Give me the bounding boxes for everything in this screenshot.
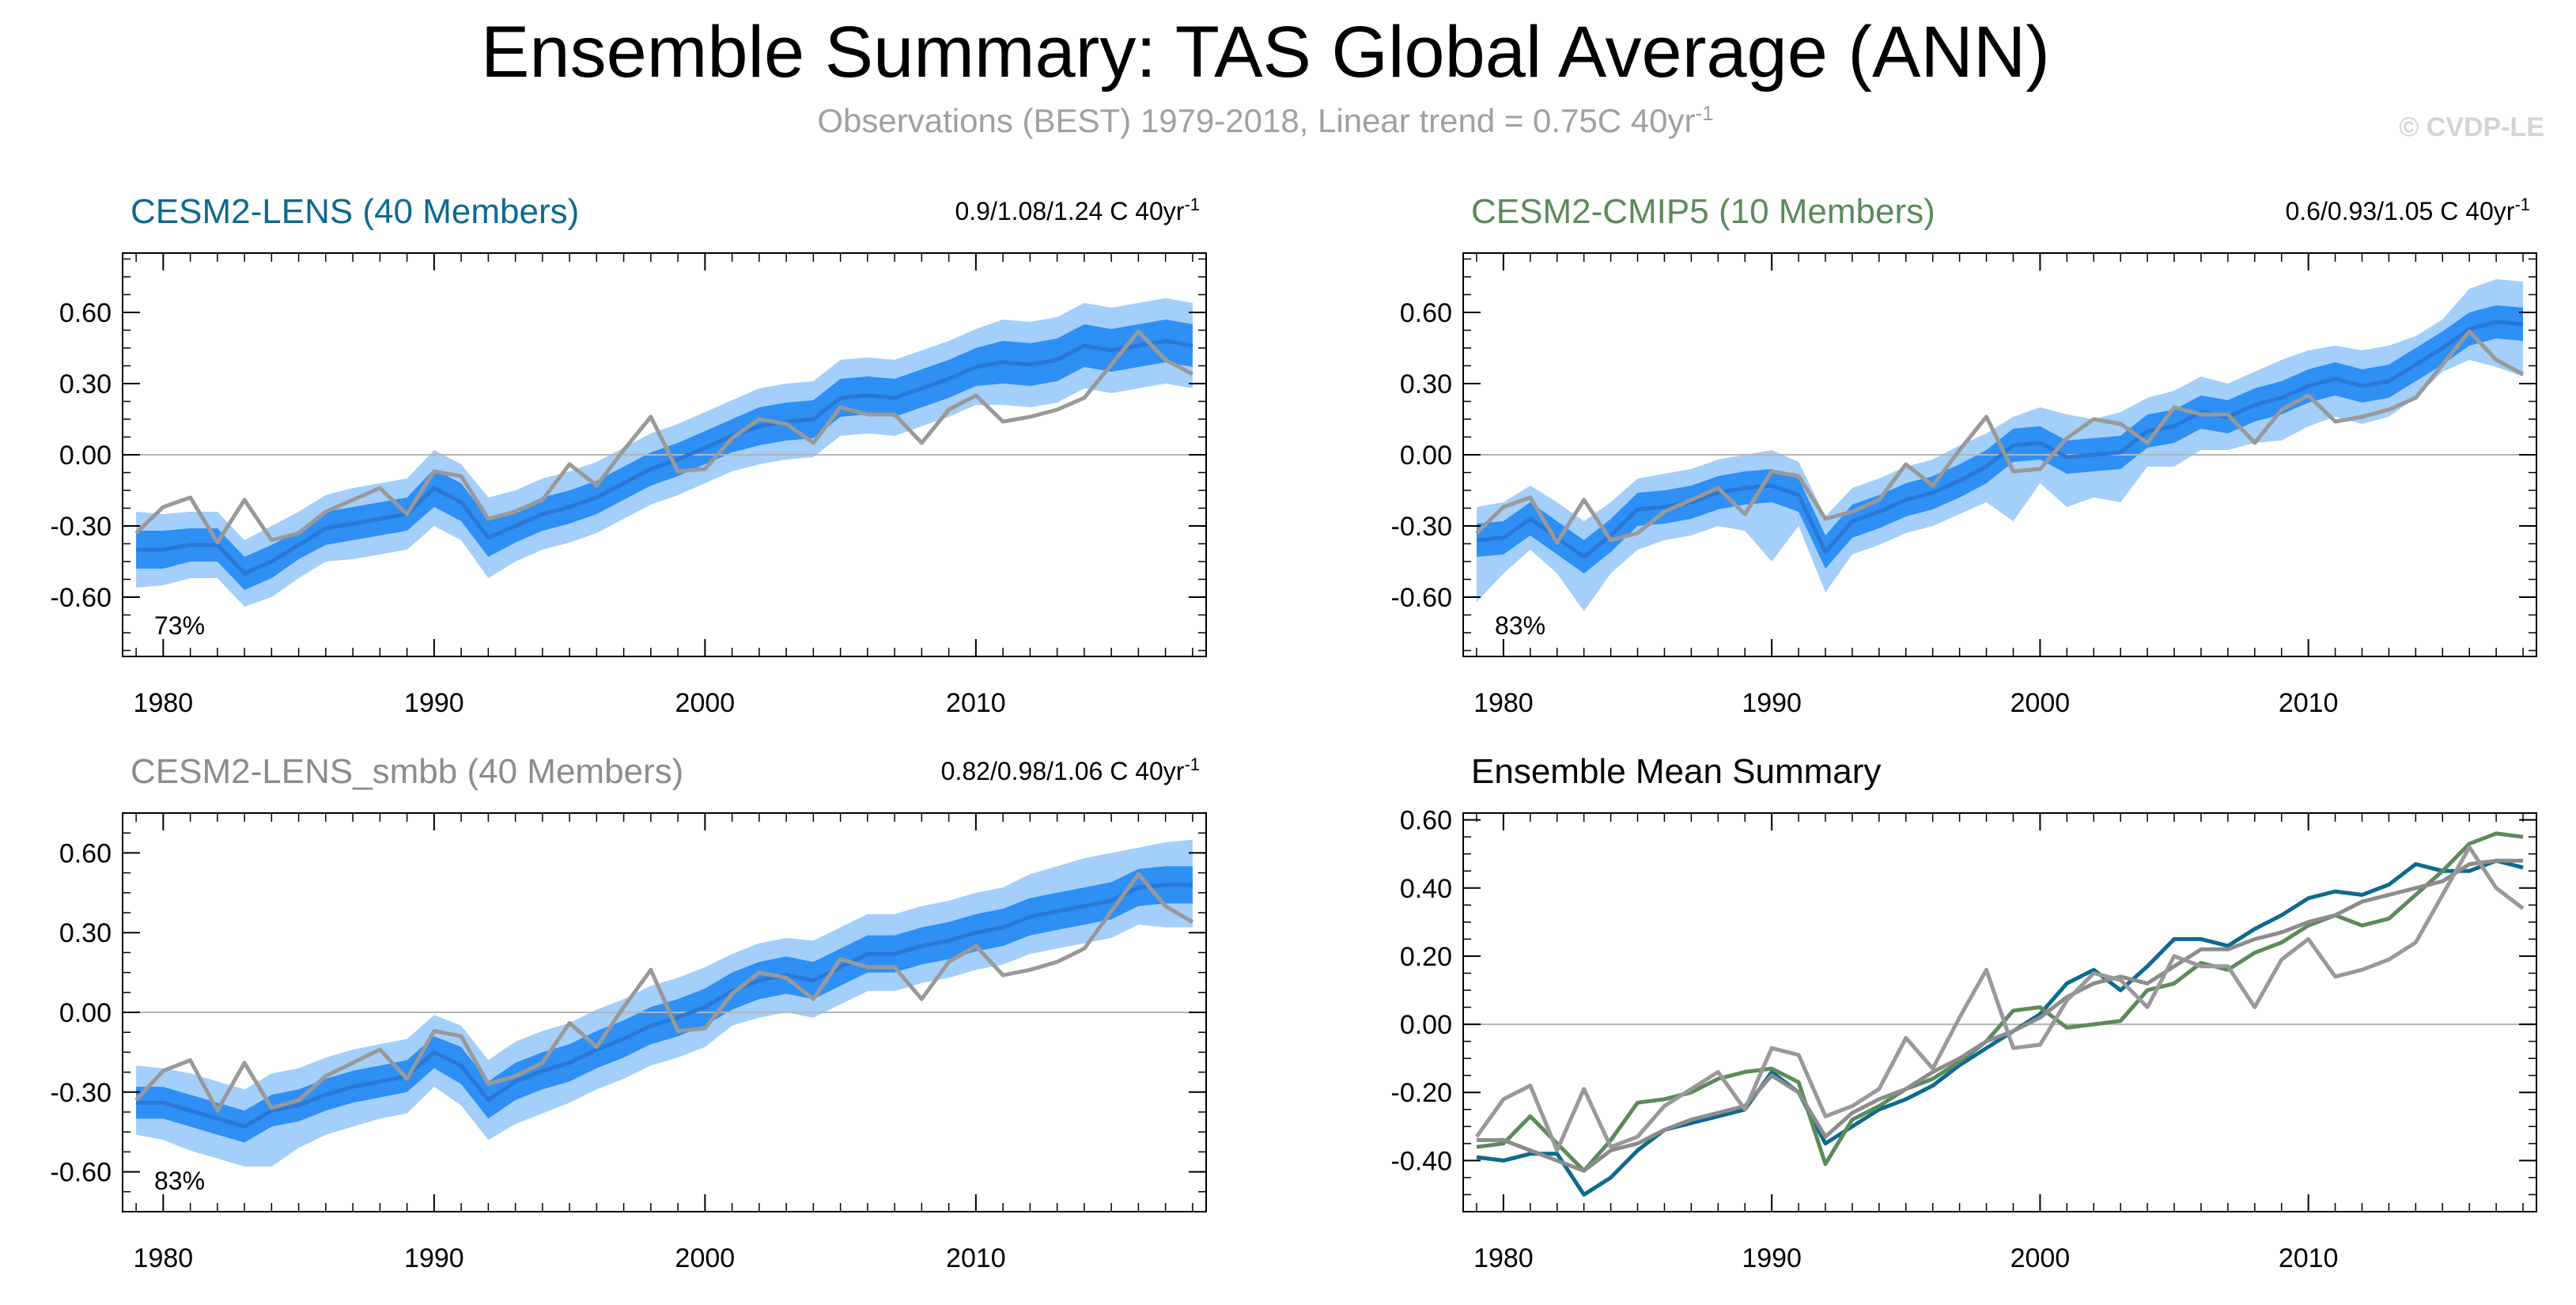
y-tick-label: 0.00 — [59, 998, 112, 1028]
series-line-ensemble-mean — [136, 883, 1193, 1129]
x-tick-label: 1980 — [1473, 1243, 1534, 1273]
percent-label: 83% — [1495, 611, 1545, 640]
ensemble-inner-band — [1477, 305, 2523, 573]
subtitle-superscript: -1 — [1695, 101, 1714, 125]
y-tick-label: -0.30 — [51, 1078, 112, 1108]
x-tick-label: 2010 — [2279, 688, 2339, 718]
x-tick-label: 2010 — [2279, 1243, 2339, 1273]
subtitle-text: Observations (BEST) 1979-2018, Linear tr… — [817, 102, 1696, 139]
y-tick-label: 0.00 — [1400, 441, 1452, 471]
trend-label-superscript: -1 — [1184, 755, 1200, 774]
plot-frame — [1462, 812, 2537, 1212]
y-tick-label: 0.00 — [59, 441, 112, 471]
x-tick-label: 2010 — [946, 1243, 1006, 1273]
series-line-observations — [1474, 845, 2525, 1152]
y-tick-label: -0.60 — [1391, 583, 1453, 613]
credit-watermark: © CVDP-LE — [2399, 112, 2544, 142]
chart-panel-4: Ensemble Mean Summary 0.60 0.40 0.20 0.00 -0.… — [1391, 752, 2537, 1273]
trend-label: 0.9/1.08/1.24 C 40yr-1 — [955, 195, 1200, 225]
page-title: Ensemble Summary: TAS Global Average (AN… — [481, 12, 2050, 93]
x-tick-label: 1990 — [404, 688, 464, 718]
x-tick-label: 2000 — [675, 688, 736, 718]
x-tick-label: 2000 — [2010, 1243, 2071, 1273]
trend-label-superscript: -1 — [2514, 195, 2530, 214]
trend-label: 0.82/0.98/1.06 C 40yr-1 — [941, 755, 1200, 785]
y-tick-label: -0.30 — [1391, 512, 1453, 542]
y-tick-label: 0.30 — [1400, 369, 1452, 399]
series-line-observations — [1475, 329, 2525, 545]
series-line-cesm2-cmip5 — [1476, 831, 2524, 1173]
series-line-observations — [134, 872, 1194, 1113]
x-tick-label: 2000 — [675, 1243, 736, 1273]
chart-panel-3: CESM2-LENS_smbb (40 Members) 0.82/0.98/1.… — [51, 752, 1207, 1273]
trend-label-text: 0.82/0.98/1.06 C 40yr — [941, 757, 1185, 785]
trend-label-superscript: -1 — [1184, 195, 1200, 214]
y-tick-label: 0.30 — [59, 918, 112, 948]
panel-title: Ensemble Mean Summary — [1471, 752, 1881, 791]
y-tick-label: 0.60 — [1400, 298, 1452, 328]
trend-label: 0.6/0.93/1.05 C 40yr-1 — [2285, 195, 2530, 225]
chart-panel-1: CESM2-LENS (40 Members) 0.9/1.08/1.24 C 4… — [51, 192, 1207, 718]
x-tick-label: 2000 — [2010, 688, 2071, 718]
trend-label-text: 0.6/0.93/1.05 C 40yr — [2285, 197, 2514, 225]
x-tick-label: 1990 — [1742, 1243, 1802, 1273]
series-line-ensemble-mean — [136, 339, 1193, 576]
series-line-observations — [134, 329, 1194, 545]
subtitle: Observations (BEST) 1979-2018, Linear tr… — [0, 101, 2531, 140]
y-tick-label: 0.20 — [1400, 942, 1452, 972]
y-tick-label: -0.60 — [51, 583, 112, 613]
percent-label: 73% — [154, 611, 205, 640]
y-tick-label: 0.00 — [1400, 1010, 1452, 1040]
series-line-cesm2-lens-smbb — [1477, 858, 2523, 1173]
x-tick-label: 1980 — [1473, 688, 1534, 718]
series-line-ensemble-mean — [1476, 320, 2524, 559]
y-tick-label: -0.60 — [51, 1158, 112, 1188]
percent-label: 83% — [154, 1167, 205, 1195]
panel-title: CESM2-CMIP5 (10 Members) — [1471, 192, 1935, 231]
x-tick-label: 1980 — [134, 1243, 194, 1273]
x-tick-label: 1990 — [404, 1243, 464, 1273]
x-tick-label: 2010 — [946, 688, 1006, 718]
y-tick-label: 0.60 — [59, 838, 112, 868]
panel-title: CESM2-LENS_smbb (40 Members) — [131, 752, 683, 791]
y-tick-label: -0.20 — [1391, 1078, 1453, 1108]
y-tick-label: 0.30 — [59, 369, 112, 399]
chart-panel-2: CESM2-CMIP5 (10 Members) 0.6/0.93/1.05 C … — [1391, 192, 2537, 718]
y-tick-label: 0.60 — [1400, 806, 1452, 836]
x-tick-label: 1990 — [1742, 688, 1802, 718]
y-tick-label: -0.30 — [51, 512, 112, 542]
y-tick-label: 0.60 — [59, 298, 112, 328]
x-tick-label: 1980 — [134, 688, 194, 718]
y-tick-label: 0.40 — [1400, 874, 1452, 904]
panel-title: CESM2-LENS (40 Members) — [131, 192, 579, 231]
series-line-cesm2-lens — [1476, 858, 2524, 1197]
y-tick-label: -0.40 — [1391, 1146, 1453, 1176]
trend-label-text: 0.9/1.08/1.24 C 40yr — [955, 197, 1184, 225]
